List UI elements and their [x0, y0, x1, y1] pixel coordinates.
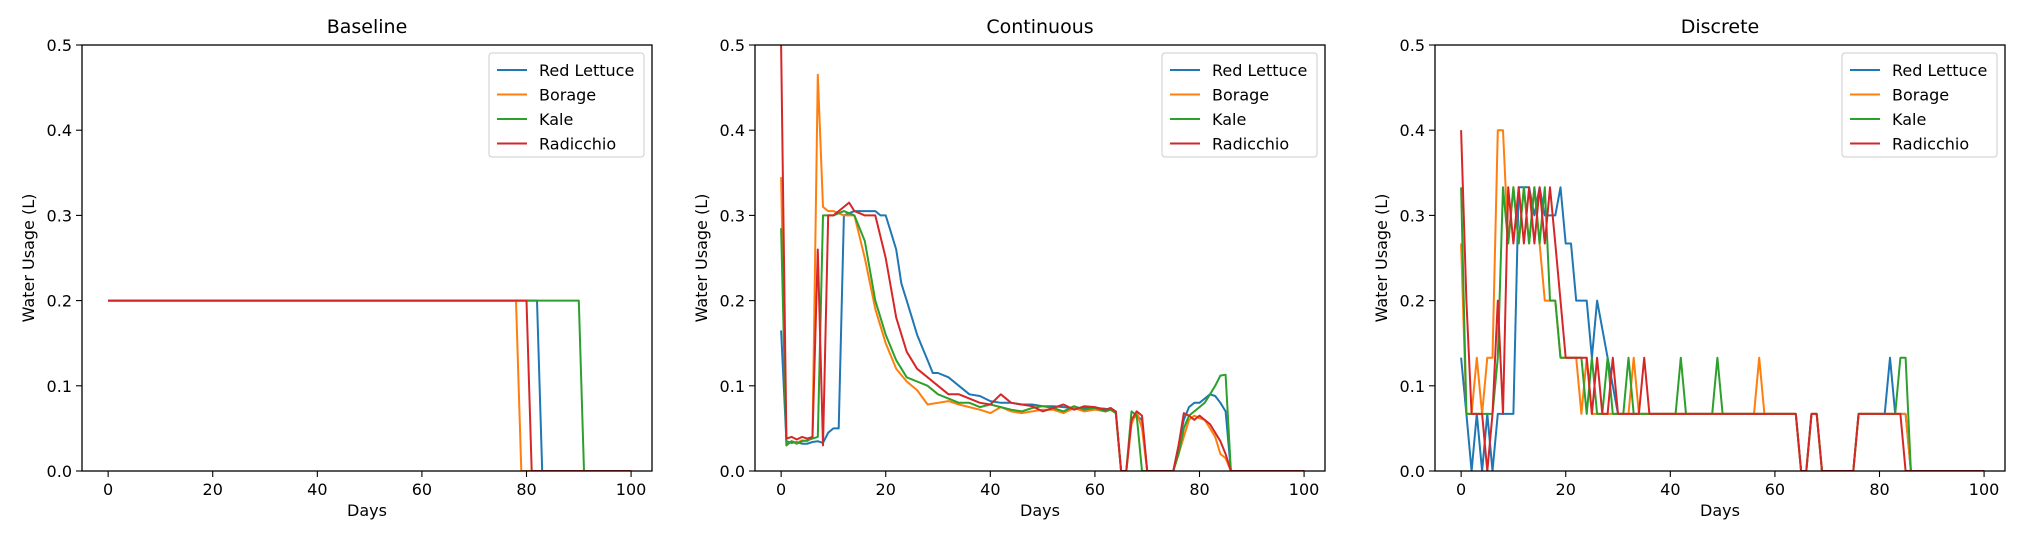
series-group — [108, 299, 632, 471]
y-tick-label: 0.5 — [720, 36, 745, 55]
y-tick-label: 0.3 — [720, 206, 745, 225]
x-tick-label: 60 — [1085, 480, 1105, 499]
legend-label: Kale — [1892, 110, 1926, 129]
legend-label: Red Lettuce — [1892, 61, 1987, 80]
plot-title: Baseline — [327, 16, 408, 38]
legend-label: Kale — [1212, 110, 1246, 129]
legend-label: Radicchio — [1892, 135, 1969, 154]
plot-title: Discrete — [1681, 16, 1759, 38]
x-tick-label: 100 — [616, 480, 647, 499]
axes-frame — [754, 44, 1326, 472]
x-tick-label: 20 — [203, 480, 223, 499]
axes-frame — [81, 44, 653, 472]
legend: Red Lettuce Borage Kale Radicchio — [1841, 52, 1998, 158]
legend-label: Radicchio — [539, 135, 616, 154]
plot-panel-2: Continuous 0 20 40 60 80 100 0.0 0.1 0.2 0.3 0.4 0.5… — [692, 16, 1326, 520]
y-tick-label: 0.5 — [1400, 36, 1425, 55]
series-group — [1460, 129, 1985, 471]
x-axis-label: Days — [347, 501, 387, 520]
x-tick-label: 0 — [776, 480, 786, 499]
x-tick-label: 0 — [103, 480, 113, 499]
y-tick-label: 0.3 — [47, 206, 72, 225]
x-tick-label: 80 — [1869, 480, 1889, 499]
legend-frame — [488, 52, 645, 158]
legend-label: Red Lettuce — [1212, 61, 1307, 80]
series-line-borage — [780, 73, 1305, 471]
y-tick-label: 0.0 — [1400, 462, 1425, 481]
y-tick-label: 0.0 — [47, 462, 72, 481]
x-tick-label: 40 — [1660, 480, 1680, 499]
legend-label: Borage — [1892, 86, 1949, 105]
y-tick-label: 0.2 — [1400, 292, 1425, 311]
series-line-red-lettuce — [1460, 186, 1985, 471]
y-axis-label: Water Usage (L) — [692, 194, 711, 323]
plot-panel-1: Baseline 0 20 40 60 80 100 0.0 0.1 0.2 0.3 0.4 0.5 Da… — [19, 16, 653, 520]
axes-frame — [1434, 44, 2006, 472]
y-tick-label: 0.5 — [47, 36, 72, 55]
legend-label: Red Lettuce — [539, 61, 634, 80]
series-line-borage — [1460, 129, 1985, 471]
y-axis-label: Water Usage (L) — [19, 194, 38, 323]
y-tick-label: 0.0 — [720, 462, 745, 481]
legend-frame — [1841, 52, 1998, 158]
x-tick-label: 60 — [412, 480, 432, 499]
x-tick-label: 20 — [876, 480, 896, 499]
legend-frame — [1161, 52, 1318, 158]
series-line-kale — [780, 210, 1305, 471]
x-tick-label: 100 — [1289, 480, 1320, 499]
y-tick-label: 0.1 — [47, 377, 72, 396]
x-tick-label: 40 — [980, 480, 1000, 499]
y-tick-label: 0.4 — [1400, 121, 1425, 140]
x-tick-label: 100 — [1969, 480, 2000, 499]
y-tick-label: 0.2 — [47, 292, 72, 311]
x-tick-label: 40 — [307, 480, 327, 499]
series-line-radicchio — [108, 299, 632, 471]
y-tick-label: 0.1 — [720, 377, 745, 396]
series-line-radicchio — [780, 45, 1305, 471]
legend-label: Kale — [539, 110, 573, 129]
x-tick-label: 0 — [1456, 480, 1466, 499]
y-tick-label: 0.2 — [720, 292, 745, 311]
series-line-kale — [108, 299, 632, 471]
series-line-radicchio — [1460, 130, 1985, 471]
plot-title: Continuous — [986, 16, 1093, 38]
y-tick-label: 0.4 — [720, 121, 745, 140]
x-tick-label: 60 — [1765, 480, 1785, 499]
x-tick-label: 80 — [516, 480, 536, 499]
series-line-red-lettuce — [780, 210, 1305, 471]
legend-label: Radicchio — [1212, 135, 1289, 154]
legend: Red Lettuce Borage Kale Radicchio — [488, 52, 645, 158]
plot-panel-3: Discrete 0 20 40 60 80 100 0.0 0.1 0.2 0.3 0.4 0.5 Da… — [1372, 16, 2006, 520]
x-tick-label: 20 — [1556, 480, 1576, 499]
y-axis-label: Water Usage (L) — [1372, 194, 1391, 323]
y-tick-label: 0.4 — [47, 121, 72, 140]
series-group — [780, 45, 1305, 471]
series-line-kale — [1460, 186, 1985, 471]
x-tick-label: 80 — [1189, 480, 1209, 499]
x-axis-label: Days — [1700, 501, 1740, 520]
series-line-red-lettuce — [108, 299, 632, 471]
series-line-borage — [108, 299, 632, 471]
x-axis-label: Days — [1020, 501, 1060, 520]
legend-label: Borage — [1212, 86, 1269, 105]
legend: Red Lettuce Borage Kale Radicchio — [1161, 52, 1318, 158]
y-tick-label: 0.3 — [1400, 206, 1425, 225]
legend-label: Borage — [539, 86, 596, 105]
y-tick-label: 0.1 — [1400, 377, 1425, 396]
